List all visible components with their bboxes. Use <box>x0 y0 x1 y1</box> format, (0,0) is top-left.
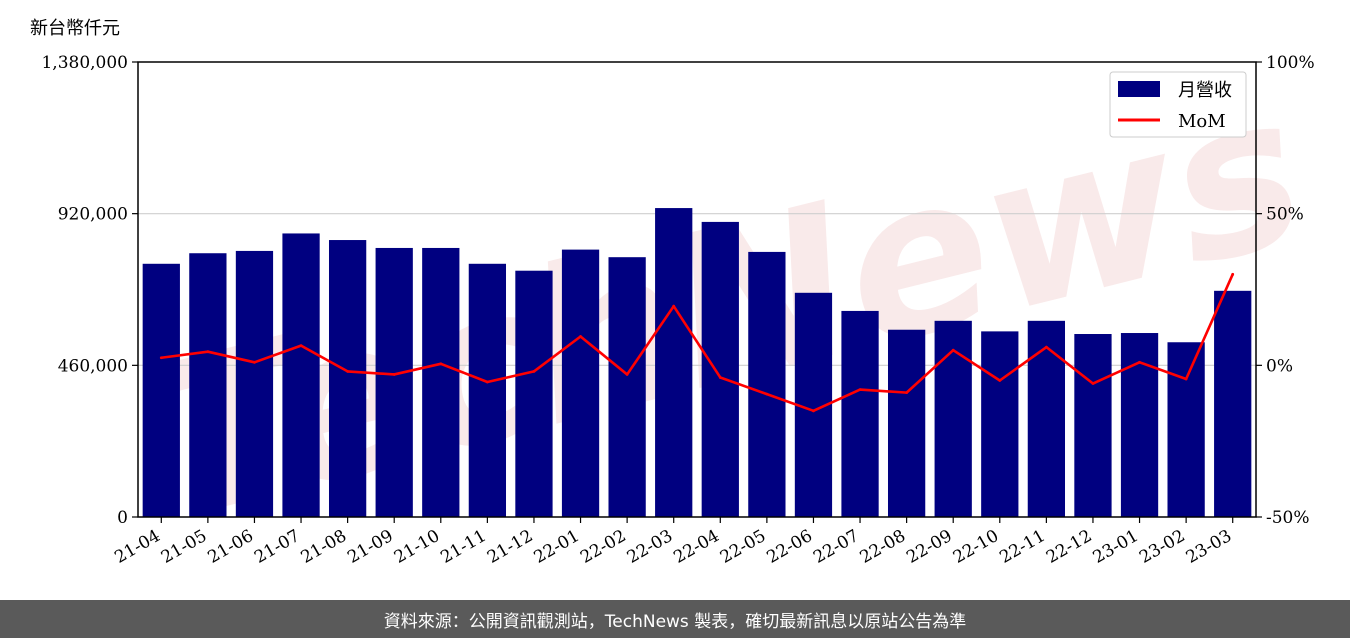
bar <box>1074 334 1112 517</box>
mom-point <box>718 376 722 379</box>
x-tick-label: 22-03 <box>624 526 676 568</box>
bar <box>748 251 786 518</box>
x-tick-label: 21-09 <box>344 526 396 568</box>
mom-point <box>1091 382 1095 385</box>
x-tick-label: 21-04 <box>111 526 163 568</box>
mom-point <box>299 344 303 348</box>
source-footer: 資料來源：公開資訊觀測站，TechNews 製表，確切最新訊息以原站公告為準 <box>0 600 1350 638</box>
left-tick-label: 920,000 <box>58 205 128 225</box>
x-tick-label: 21-11 <box>437 526 489 568</box>
bar <box>375 247 413 517</box>
bar <box>887 329 926 517</box>
bar <box>422 247 460 517</box>
mom-point <box>485 380 489 384</box>
x-tick-label: 22-02 <box>577 526 629 568</box>
mom-point <box>812 409 815 413</box>
left-axis: 0 460,000 920,000 1,380,000 <box>41 53 138 528</box>
plot-frame <box>137 61 1257 518</box>
mom-point <box>905 391 909 395</box>
bar <box>608 257 646 517</box>
mom-point <box>206 350 210 354</box>
x-tick-label: 22-09 <box>903 526 955 568</box>
bar <box>1027 320 1066 517</box>
x-tick-label: 22-08 <box>857 526 909 568</box>
mom-point <box>439 362 443 366</box>
mom-line-series <box>159 272 1235 413</box>
mom-point <box>858 388 862 391</box>
x-tick-label: 22-05 <box>717 526 769 568</box>
mom-point <box>392 373 396 376</box>
mom-point <box>346 370 350 373</box>
bar <box>981 331 1019 517</box>
x-tick-label: 21-10 <box>391 526 443 568</box>
legend-bar-swatch <box>1118 81 1160 97</box>
mom-point <box>532 370 536 373</box>
bar <box>934 320 972 517</box>
mom-point <box>951 348 955 352</box>
mom-point <box>579 335 582 338</box>
right-tick-label: 50% <box>1266 205 1304 225</box>
right-tick-label: -50% <box>1266 508 1310 528</box>
mom-point <box>672 304 676 308</box>
x-tick-label: 22-01 <box>531 526 583 568</box>
x-tick-label: 22-11 <box>996 526 1048 568</box>
mom-point <box>1231 272 1235 276</box>
bar <box>841 310 879 517</box>
x-tick-label: 23-03 <box>1183 526 1235 568</box>
bar <box>235 250 274 517</box>
left-tick-label: 0 <box>117 508 128 528</box>
bar <box>189 253 227 518</box>
right-tick-label: 100% <box>1266 53 1315 73</box>
mom-point <box>998 379 1002 382</box>
mom-line <box>161 273 1234 413</box>
left-tick-label: 1,380,000 <box>41 53 128 73</box>
bar <box>282 233 320 517</box>
x-tick-label: 22-04 <box>670 526 722 568</box>
bar <box>561 249 600 517</box>
legend: 月營收 MoM <box>1109 71 1247 138</box>
left-tick-label: 460,000 <box>58 356 128 376</box>
right-axis: -50% 0% 50% 100% <box>1256 53 1315 528</box>
x-tick-label: 22-12 <box>1043 526 1095 568</box>
legend-label-mom: MoM <box>1178 111 1226 132</box>
x-tick-label: 21-12 <box>484 526 536 568</box>
x-tick-label: 23-02 <box>1136 526 1188 568</box>
x-tick-label: 23-01 <box>1090 526 1142 568</box>
mom-point <box>1138 360 1141 364</box>
x-tick-label: 22-10 <box>950 526 1002 568</box>
bar <box>1120 333 1159 517</box>
bar <box>468 263 507 517</box>
bar <box>328 240 367 518</box>
legend-label-revenue: 月營收 <box>1178 80 1232 101</box>
bar <box>515 270 553 517</box>
x-tick-label: 22-07 <box>810 526 862 568</box>
bar <box>1167 342 1205 517</box>
bar <box>142 263 180 517</box>
bar <box>655 208 693 518</box>
bar <box>701 221 739 517</box>
y-axis-unit-label: 新台幣仟元 <box>30 18 120 39</box>
mom-point <box>253 360 256 364</box>
mom-point <box>1184 377 1188 381</box>
mom-point <box>159 356 163 360</box>
mom-point <box>625 373 629 376</box>
mom-point <box>1044 345 1048 349</box>
bar <box>1214 290 1252 517</box>
right-tick-label: 0% <box>1266 356 1293 376</box>
bar-series <box>142 208 1252 518</box>
mom-point <box>765 392 769 396</box>
x-tick-label: 22-06 <box>764 526 816 568</box>
